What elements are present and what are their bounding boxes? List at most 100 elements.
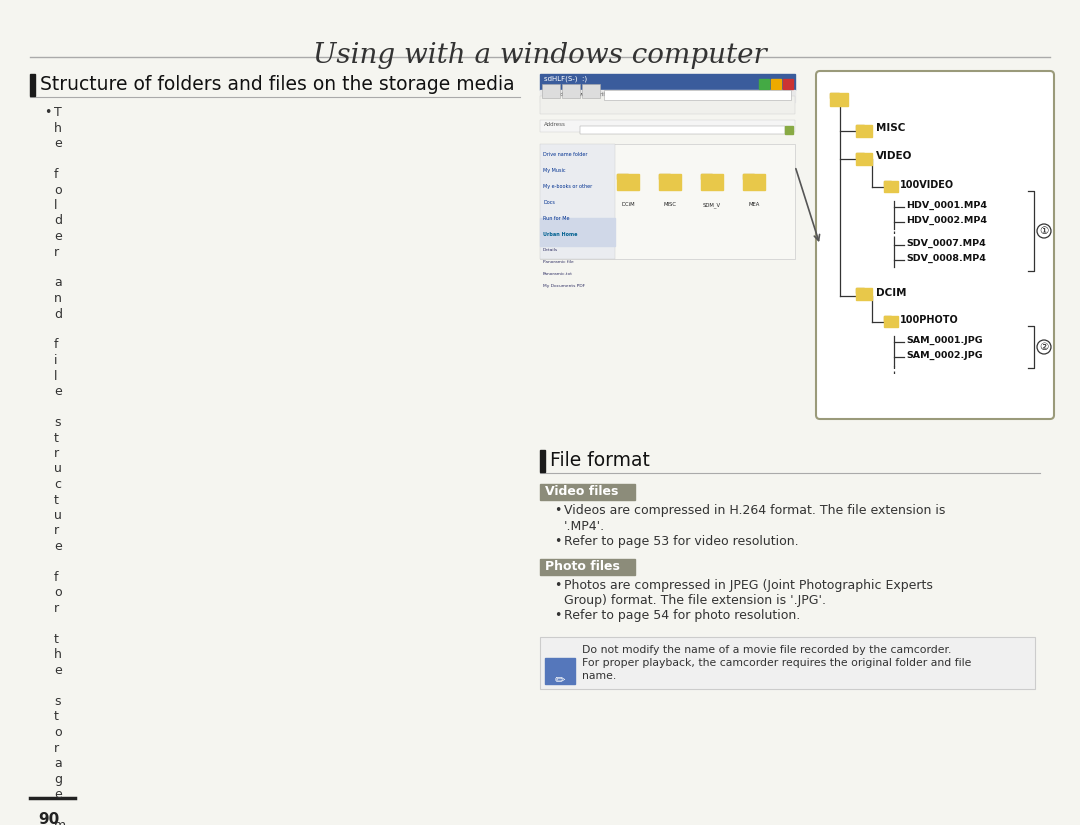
Text: Structure of folders and files on the storage media: Structure of folders and files on the st… [40, 75, 515, 94]
Text: Group) format. The file extension is '.JPG'.: Group) format. The file extension is '.J… [564, 594, 826, 607]
Bar [783, 79, 793, 89]
Bar [540, 144, 615, 259]
FancyBboxPatch shape [816, 71, 1054, 419]
Text: HDV_0001.MP4: HDV_0001.MP4 [906, 201, 987, 210]
FancyBboxPatch shape [701, 174, 712, 179]
Bar [542, 84, 561, 98]
Text: Video files: Video files [545, 485, 619, 498]
FancyBboxPatch shape [617, 174, 627, 179]
Bar [885, 181, 897, 192]
Text: h: h [54, 121, 62, 134]
Bar [856, 288, 872, 300]
Text: VIDEO: VIDEO [876, 151, 913, 161]
Text: e: e [54, 540, 62, 553]
Text: r: r [54, 602, 59, 615]
Bar [743, 174, 765, 190]
Bar [856, 153, 872, 165]
Text: SDV_0007.MP4: SDV_0007.MP4 [906, 239, 986, 248]
Text: r: r [54, 742, 59, 755]
Text: DCIM: DCIM [876, 288, 906, 298]
Bar [540, 637, 1035, 689]
Bar [885, 316, 897, 327]
Bar [771, 79, 781, 89]
Bar [545, 658, 575, 684]
Bar [30, 74, 35, 96]
FancyBboxPatch shape [885, 181, 891, 186]
Text: File  Edit  View  Favorites  Tools  Help: File Edit View Favorites Tools Help [544, 92, 645, 97]
FancyBboxPatch shape [885, 316, 891, 321]
FancyBboxPatch shape [743, 174, 754, 179]
Text: e: e [54, 137, 62, 150]
Bar [856, 125, 872, 137]
Text: h: h [54, 648, 62, 662]
Text: My Music: My Music [543, 168, 566, 173]
Bar [617, 174, 639, 190]
Text: SDV_0008.MP4: SDV_0008.MP4 [906, 254, 986, 263]
Bar [540, 96, 795, 114]
Bar [785, 126, 793, 134]
Text: r: r [54, 246, 59, 258]
Text: t: t [54, 710, 59, 724]
Text: r: r [54, 447, 59, 460]
Text: o: o [54, 726, 62, 739]
Text: File format: File format [550, 451, 650, 470]
Text: Refer to page 53 for video resolution.: Refer to page 53 for video resolution. [564, 535, 798, 548]
Text: MISC: MISC [663, 202, 676, 207]
Text: SAM_0002.JPG: SAM_0002.JPG [906, 351, 983, 361]
Text: s: s [54, 695, 60, 708]
Text: l: l [54, 370, 57, 383]
FancyBboxPatch shape [856, 288, 864, 293]
Text: t: t [54, 633, 59, 646]
FancyBboxPatch shape [659, 174, 670, 179]
Bar [659, 174, 681, 190]
Text: u: u [54, 463, 62, 475]
Text: DCiM: DCiM [621, 202, 635, 207]
Text: 90: 90 [38, 812, 59, 825]
Text: f: f [54, 168, 58, 181]
Bar [540, 144, 795, 259]
Text: MISC: MISC [876, 123, 905, 133]
Text: Docs: Docs [543, 200, 555, 205]
Text: l: l [54, 199, 57, 212]
Text: For proper playback, the camcorder requires the original folder and file: For proper playback, the camcorder requi… [582, 658, 971, 668]
Bar [759, 79, 769, 89]
Text: g: g [54, 772, 62, 785]
Bar [604, 90, 791, 100]
Text: My Documents PDF: My Documents PDF [543, 284, 585, 288]
Text: a: a [54, 276, 62, 290]
Bar [582, 84, 600, 98]
Text: o: o [54, 183, 62, 196]
Bar [540, 218, 615, 246]
Text: u: u [54, 509, 62, 522]
Text: o: o [54, 587, 62, 600]
Text: Address: Address [544, 122, 566, 127]
Text: ✏: ✏ [555, 674, 565, 687]
Text: Photos are compressed in JPEG (Joint Photographic Experts: Photos are compressed in JPEG (Joint Pho… [564, 578, 933, 592]
Text: n: n [54, 292, 62, 305]
Text: e: e [54, 788, 62, 801]
Text: •: • [554, 504, 562, 517]
Text: e: e [54, 664, 62, 677]
Circle shape [1037, 224, 1051, 238]
FancyBboxPatch shape [856, 153, 864, 158]
Text: sdHLF(S-)  :): sdHLF(S-) :) [544, 76, 588, 83]
Text: t: t [54, 493, 59, 507]
Text: •: • [554, 610, 562, 623]
Text: d: d [54, 214, 62, 228]
Bar [580, 126, 785, 134]
Text: ①: ① [1039, 226, 1049, 236]
Bar [540, 484, 635, 500]
Text: Drive name folder: Drive name folder [543, 152, 588, 157]
Text: name.: name. [582, 671, 617, 681]
Text: •: • [44, 106, 52, 119]
Text: ②: ② [1039, 342, 1049, 352]
Text: e: e [54, 385, 62, 398]
Text: e: e [54, 230, 62, 243]
Bar [831, 93, 848, 106]
Text: MEA: MEA [748, 202, 759, 207]
Text: d: d [54, 308, 62, 320]
FancyBboxPatch shape [856, 125, 864, 130]
Text: i: i [54, 354, 57, 367]
Text: Refer to page 54 for photo resolution.: Refer to page 54 for photo resolution. [564, 610, 800, 623]
Text: 100VIDEO: 100VIDEO [900, 180, 954, 190]
